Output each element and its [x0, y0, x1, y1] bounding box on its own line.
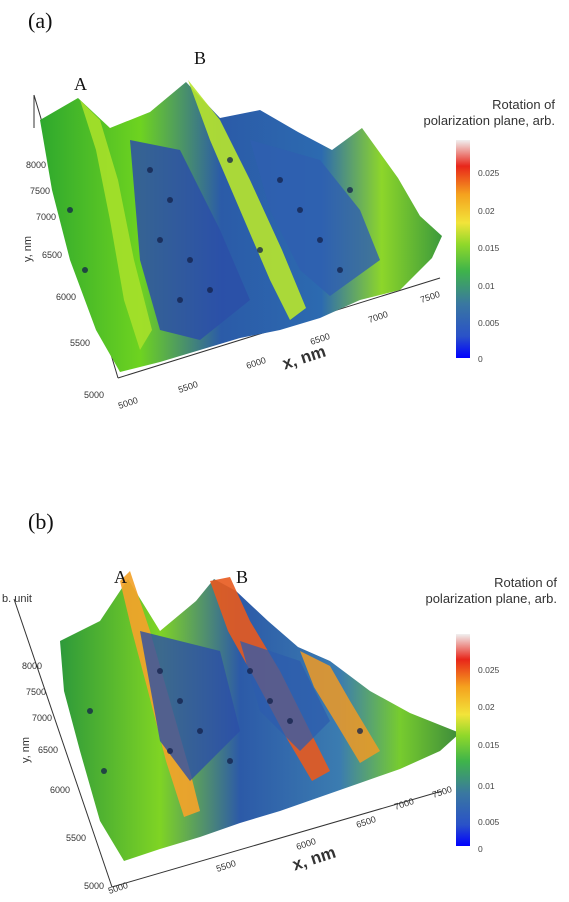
panel-b: (b) A B b. unit Rotation of polarizat — [0, 451, 569, 902]
y-tick: 7000 — [32, 713, 53, 723]
ridge-b — [188, 80, 306, 320]
cb-tick: 0.01 — [478, 281, 495, 291]
cb-tick: 0.015 — [478, 243, 500, 253]
panel-label-b: (b) — [28, 509, 54, 534]
y-tick: 7500 — [26, 687, 47, 697]
y-axis-title-a: y, nm — [22, 235, 34, 262]
cb-tick: 0.005 — [478, 817, 500, 827]
cb-tick: 0.015 — [478, 740, 500, 750]
y-tick: 8000 — [22, 661, 43, 671]
y-tick: 7000 — [36, 212, 57, 222]
ridge-a — [80, 100, 152, 350]
y-tick: 6000 — [56, 292, 77, 302]
y-tick: 5500 — [66, 833, 87, 843]
y-tick: 8000 — [26, 160, 47, 170]
colorbar-title-a: Rotation of polarization plane, arb. — [423, 97, 555, 129]
cb-tick: 0.005 — [478, 318, 500, 328]
cb-tick: 0.01 — [478, 781, 495, 791]
y-tick: 6500 — [42, 250, 63, 260]
ridge-label-a: A — [114, 567, 127, 587]
colorbar-title-line2: polarization plane, arb. — [423, 113, 555, 128]
y-tick: 6000 — [50, 785, 71, 795]
cb-tick: 0.02 — [478, 702, 495, 712]
y-tick: 5000 — [84, 390, 105, 400]
surface-b — [60, 579, 460, 861]
colorbar-title-line1: Rotation of — [494, 575, 557, 590]
cb-tick: 0.025 — [478, 168, 500, 178]
y-tick: 7500 — [30, 186, 51, 196]
ridge-label-b: B — [194, 48, 207, 68]
ridge-label-a: A — [74, 74, 87, 94]
y-tick: 5500 — [70, 338, 91, 348]
y-tick: 5000 — [84, 881, 105, 891]
colorbar-title-line1: Rotation of — [492, 97, 555, 112]
cb-tick: 0.02 — [478, 206, 495, 216]
ridge-label-b: B — [236, 567, 249, 587]
panel-label-a: (a) — [28, 8, 53, 33]
cb-tick: 0.025 — [478, 665, 500, 675]
colorbar-a — [456, 140, 470, 358]
colorbar-title-line2: polarization plane, arb. — [425, 591, 557, 606]
y-tick: 6500 — [38, 745, 59, 755]
surface-plot-a — [33, 80, 442, 379]
panel-a: (a) A B Rotation — [0, 0, 569, 440]
surface-plot-b — [13, 571, 460, 888]
y-axis-title-b: y, nm — [20, 736, 32, 763]
z-axis-title-fragment-b: b. unit — [2, 593, 32, 605]
cb-tick: 0 — [478, 844, 483, 854]
colorbar-title-b: Rotation of polarization plane, arb. — [425, 575, 557, 607]
colorbar-b — [456, 634, 470, 846]
cb-tick: 0 — [478, 354, 483, 364]
